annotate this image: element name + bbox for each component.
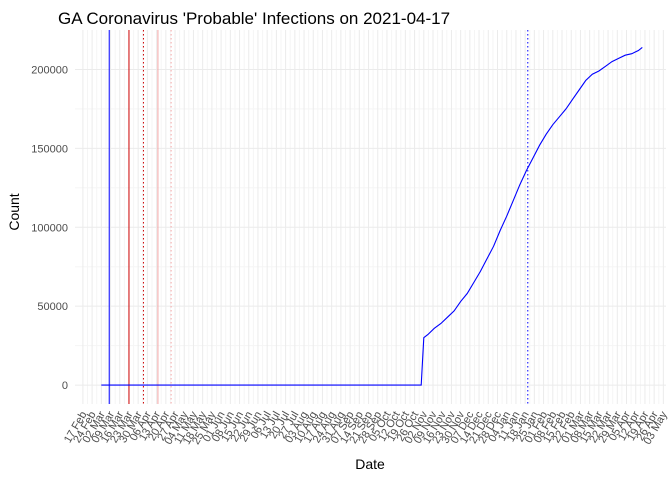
reference-lines <box>108 30 529 404</box>
y-tick-label: 0 <box>62 380 68 392</box>
x-axis-title: Date <box>355 456 385 472</box>
chart-title: GA Coronavirus 'Probable' Infections on … <box>58 9 450 28</box>
y-axis-title: Count <box>6 193 22 230</box>
y-tick-label: 200000 <box>31 64 68 76</box>
series-group <box>101 46 643 386</box>
y-tick-label: 150000 <box>31 143 68 155</box>
y-tick-label: 100000 <box>31 222 68 234</box>
grid-major <box>75 30 666 404</box>
y-tick-label: 50000 <box>37 301 68 313</box>
y-axis-ticks: 0 50000 100000 150000 200000 <box>31 64 68 392</box>
grid-minor <box>75 30 666 404</box>
series-line <box>101 46 643 386</box>
